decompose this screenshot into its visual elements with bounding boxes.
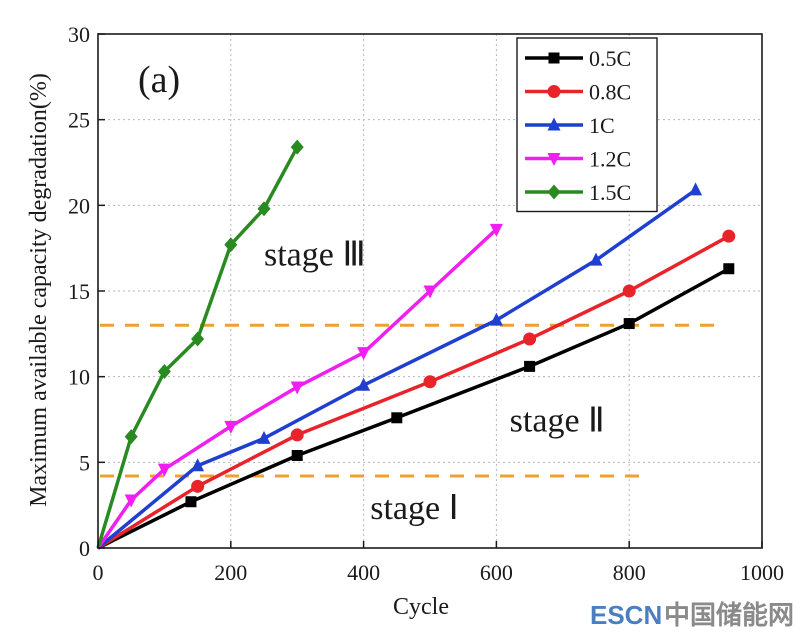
- series-2: [96, 182, 703, 550]
- data-point-4-3: [191, 331, 205, 347]
- data-point-0-3: [391, 412, 403, 424]
- legend-label-3: 1.2C: [589, 147, 631, 172]
- stage-label-0: stage Ⅲ: [264, 236, 366, 273]
- legend-marker-4: [547, 184, 561, 200]
- data-point-3-7: [489, 223, 503, 237]
- x-tick-label-3: 600: [480, 560, 513, 585]
- data-point-1-4: [523, 332, 537, 346]
- legend-label-2: 1C: [589, 113, 615, 138]
- data-point-1-2: [290, 428, 304, 442]
- panel-label: (a): [138, 59, 180, 101]
- legend-entry-1: 0.8C: [525, 80, 631, 105]
- y-axis-title: Maximum available capacity degradation(%…: [26, 73, 52, 507]
- legend-marker-2: [547, 117, 561, 131]
- y-tick-label-4: 20: [68, 193, 90, 218]
- legend-entry-4: 1.5C: [525, 180, 631, 205]
- x-axis-title: Cycle: [393, 594, 449, 620]
- legend-entry-3: 1.2C: [525, 147, 631, 172]
- data-point-0-1: [185, 496, 197, 508]
- data-point-3-2: [157, 463, 171, 477]
- data-point-3-5: [357, 347, 371, 361]
- data-point-2-6: [689, 182, 703, 196]
- data-point-2-2: [257, 430, 271, 444]
- data-point-4-5: [257, 201, 271, 217]
- data-point-4-2: [157, 364, 171, 380]
- data-point-3-3: [224, 420, 238, 434]
- data-point-1-6: [722, 229, 736, 243]
- series-1: [97, 229, 736, 550]
- series-0: [97, 263, 735, 550]
- data-point-3-4: [290, 381, 304, 395]
- legend-marker-3: [547, 153, 561, 166]
- data-point-3-1: [124, 494, 138, 508]
- data-point-4-1: [124, 429, 138, 445]
- data-point-0-6: [723, 263, 735, 275]
- watermark-cjk: 中国储能网: [664, 600, 794, 630]
- legend-entry-2: 1C: [525, 113, 615, 138]
- y-tick-label-1: 5: [79, 450, 90, 475]
- x-tick-label-4: 800: [613, 560, 646, 585]
- x-tick-label-1: 200: [214, 560, 247, 585]
- series-4: [96, 139, 304, 549]
- data-point-1-3: [423, 375, 437, 389]
- x-tick-label-5: 1000: [740, 560, 784, 585]
- legend-marker-0: [548, 52, 560, 64]
- data-point-4-4: [224, 237, 238, 253]
- stage-label-1: stage Ⅱ: [510, 402, 605, 439]
- legend-entry-0: 0.5C: [525, 46, 631, 71]
- x-tick-label-0: 0: [93, 560, 104, 585]
- y-tick-label-0: 0: [79, 536, 90, 561]
- data-point-3-6: [423, 285, 437, 299]
- y-tick-label-6: 30: [68, 22, 90, 47]
- data-point-2-3: [357, 377, 371, 391]
- data-point-1-5: [622, 284, 636, 298]
- legend: 0.5C 0.8C 1C 1.2C 1.5C: [516, 37, 658, 213]
- data-point-0-4: [524, 360, 536, 372]
- threshold-lines: [100, 323, 720, 478]
- stage-annotations: stage Ⅲ stage Ⅱ stage Ⅰ: [264, 236, 605, 527]
- legend-marker-1: [547, 85, 561, 98]
- data-point-0-5: [623, 318, 635, 330]
- data-point-2-1: [191, 458, 205, 472]
- legend-label-4: 1.5C: [589, 180, 631, 205]
- series-3: [96, 223, 503, 549]
- data-point-1-1: [191, 479, 205, 493]
- y-tick-label-5: 25: [68, 108, 90, 133]
- axis-ticks: 0 200 400 600 800 1000 0 5 10 15 20 25 30: [68, 22, 784, 585]
- y-tick-label-3: 15: [68, 279, 90, 304]
- legend-label-1: 0.8C: [589, 80, 631, 105]
- stage-label-2: stage Ⅰ: [370, 490, 458, 527]
- y-tick-label-2: 10: [68, 365, 90, 390]
- data-point-0-2: [291, 449, 303, 461]
- data-point-4-6: [290, 139, 304, 155]
- data-point-2-4: [489, 312, 503, 326]
- series-group: [96, 139, 736, 550]
- watermark: ESCN 中国储能网: [590, 600, 794, 630]
- watermark-latin: ESCN: [590, 600, 662, 630]
- x-tick-label-2: 400: [347, 560, 380, 585]
- data-point-2-5: [589, 252, 603, 266]
- legend-label-0: 0.5C: [589, 46, 631, 71]
